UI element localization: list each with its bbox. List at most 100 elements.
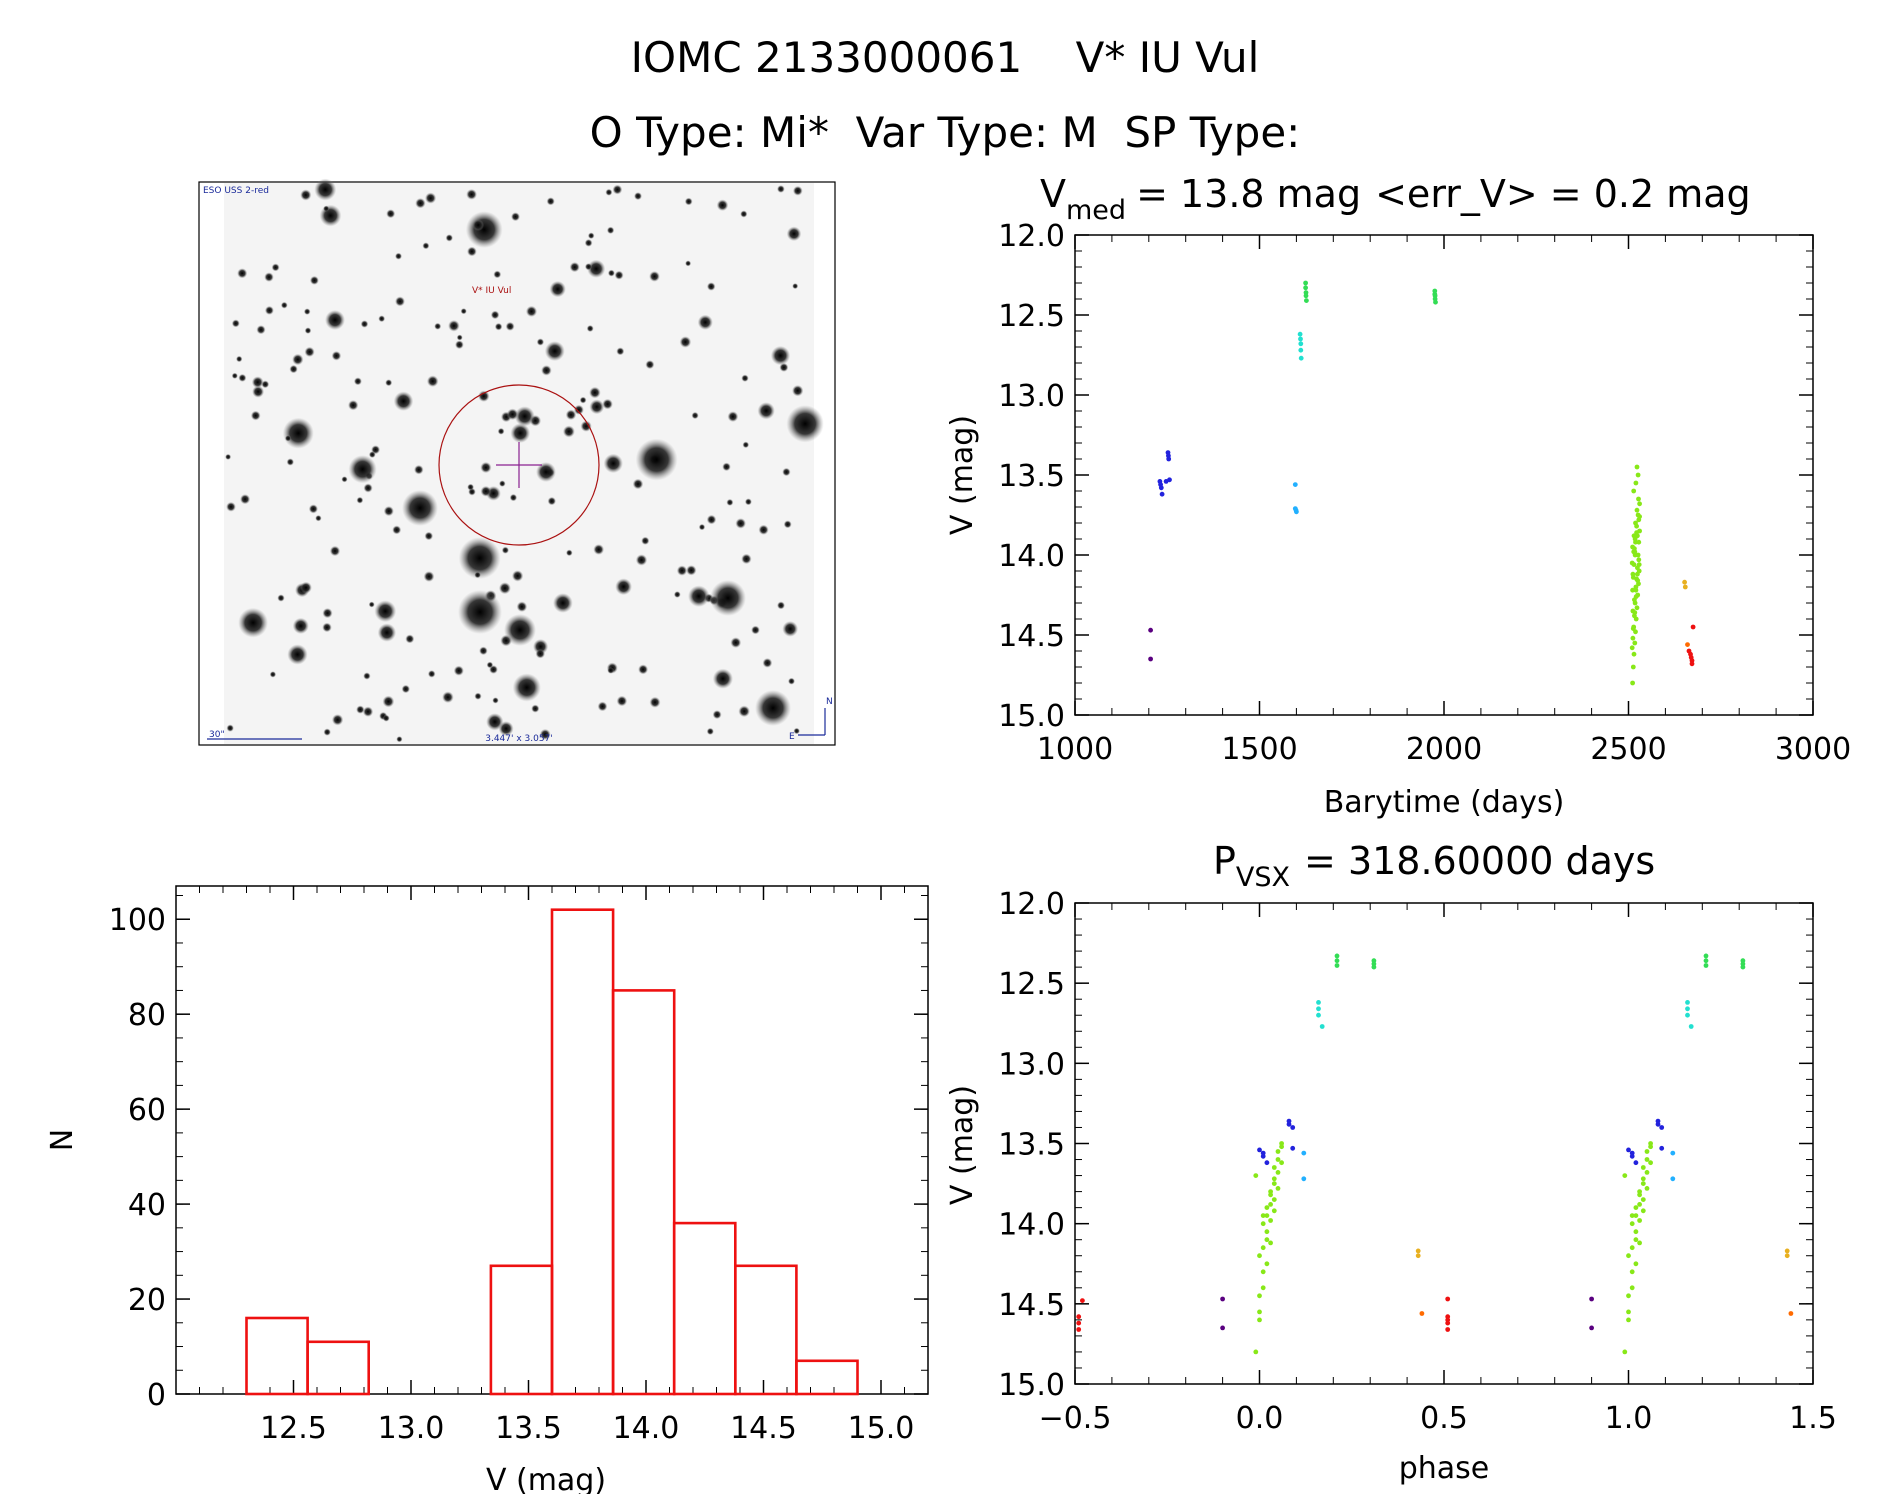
data-point [1648,1160,1653,1166]
y-tick-label: 13.5 [998,459,1065,494]
finder-star [368,601,375,608]
data-point [1630,587,1635,593]
data-point [1167,477,1172,483]
finder-star [308,504,318,514]
data-point [1703,963,1709,968]
data-point [1631,488,1637,494]
finder-star [423,571,435,582]
phased-curve-xlabel: phase [1399,1451,1490,1486]
finder-star [616,695,628,707]
data-point [1635,571,1640,577]
finder-star [467,246,477,257]
y-tick-label: 14.0 [998,1208,1065,1243]
finder-star [458,590,502,634]
finder-star [751,625,760,635]
finder-star [501,546,509,554]
finder-star [584,263,593,271]
data-point [1334,963,1340,968]
finder-star [546,197,555,206]
data-point [1640,1165,1646,1170]
x-tick-label: 2000 [1406,732,1482,767]
light-curve-title: Vmed = 13.8 mag <err_V> = 0.2 mag [1040,172,1751,226]
finder-star [292,353,304,366]
data-point [1659,1125,1665,1130]
finder-star [553,593,573,613]
data-point [1630,575,1636,580]
finder-star [727,411,739,422]
data-point [1629,1269,1635,1275]
data-point [1633,1237,1639,1243]
finder-star [589,399,605,415]
data-point [1633,1261,1639,1267]
finder-star [716,199,729,211]
finder-fov-label: 3.447' x 3.057' [485,734,553,744]
finder-star [602,398,613,410]
data-point [1159,491,1165,497]
finder-star [649,696,661,708]
data-point [1433,299,1438,305]
data-point [1644,1157,1650,1162]
finder-star [516,601,528,612]
finder-star [539,728,551,740]
finder-star [382,695,395,708]
data-point [1148,627,1153,633]
finder-star [712,668,734,689]
data-point [1220,1296,1225,1302]
x-tick-label: 12.5 [260,1411,327,1446]
data-point [1419,1311,1425,1316]
data-point [1637,501,1642,507]
finder-star [323,728,331,736]
data-point [1445,1296,1451,1302]
data-point [1292,482,1298,487]
data-point [1682,579,1687,585]
finder-star [614,270,624,280]
data-point [1784,1248,1790,1254]
data-point [1257,1253,1262,1259]
finder-star [386,209,396,219]
data-point [1271,1165,1277,1170]
finder-star [300,189,312,201]
finder-star [645,360,655,370]
finder-star [341,476,348,483]
finder-star [777,185,785,193]
finder-star [541,365,552,376]
histogram-bar [245,1316,309,1396]
data-point [1633,480,1639,486]
data-point [1298,341,1304,347]
data-point [1640,1181,1646,1186]
finder-star [676,565,688,576]
histogram-bars [245,908,859,1396]
data-point [1303,280,1308,286]
phased-curve-frame [1074,902,1814,1385]
finder-star [584,239,593,247]
finder-star [673,591,681,598]
data-point [1633,594,1639,599]
data-point [1629,1285,1635,1291]
finder-star [607,269,615,277]
data-point [1631,562,1637,567]
finder-star [325,310,345,330]
finder-star [535,648,546,659]
data-point [1264,1205,1270,1210]
finder-star [741,374,749,382]
finder-star [304,346,315,357]
data-point [1415,1253,1421,1259]
y-tick-label: 15.0 [998,699,1065,734]
finder-star [226,724,234,732]
finder-star [434,322,442,330]
finder-star [456,334,463,341]
data-point [1644,1149,1650,1154]
finder-star [635,554,648,566]
data-point [1632,640,1638,646]
finder-star [303,308,311,315]
y-tick-label: 14.0 [998,539,1065,574]
finder-star [738,705,750,718]
x-tick-label: 0.0 [1236,1401,1284,1436]
data-point [1703,958,1709,964]
finder-star [757,402,775,420]
histogram-ticks: 12.5 13.0 13.5 14.0 14.5 15.0 0 20 40 60 80 100 [109,886,929,1446]
data-point [1264,1160,1270,1166]
histogram-bar [550,908,615,1396]
finder-star [329,545,341,557]
